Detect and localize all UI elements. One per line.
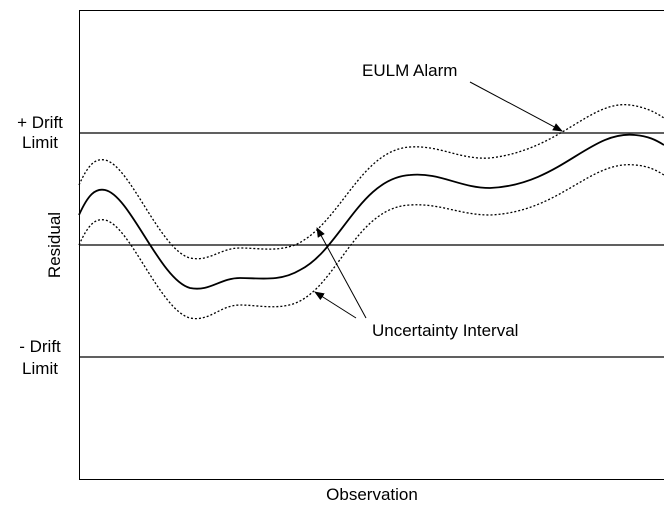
- interval-arrow: [316, 227, 367, 319]
- lower-limit-label: - Drift: [19, 337, 61, 356]
- y-axis-label: Residual: [45, 212, 64, 278]
- upper-limit-label: + Drift: [17, 113, 63, 132]
- residual-curve: [78, 133, 664, 290]
- lower-interval: [78, 164, 664, 320]
- interval-label: Uncertainty Interval: [372, 321, 518, 340]
- alarm-label: EULM Alarm: [362, 61, 457, 80]
- interval-arrow: [314, 291, 357, 319]
- alarm-arrow: [469, 81, 563, 132]
- upper-interval: [78, 104, 664, 260]
- lower-limit-label: Limit: [22, 359, 58, 378]
- upper-limit-label: Limit: [22, 133, 58, 152]
- x-axis-label: Observation: [326, 485, 418, 504]
